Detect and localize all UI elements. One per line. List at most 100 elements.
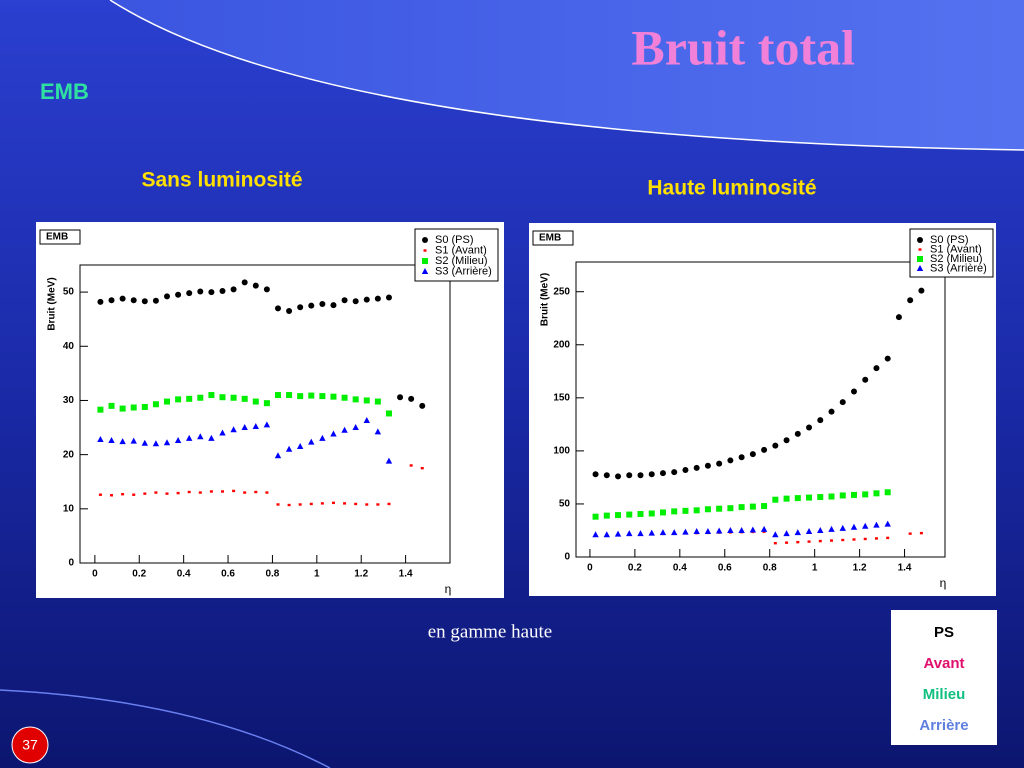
data-point bbox=[365, 503, 369, 506]
legend-marker bbox=[422, 258, 428, 264]
legend-label: S0 (PS) bbox=[930, 234, 969, 246]
y-tick-label: 0 bbox=[68, 558, 74, 569]
data-point bbox=[817, 526, 824, 533]
data-point bbox=[354, 502, 358, 506]
data-point bbox=[592, 531, 599, 538]
data-point bbox=[637, 530, 644, 537]
data-point bbox=[164, 293, 171, 300]
data-point bbox=[230, 286, 237, 293]
data-point bbox=[873, 521, 880, 528]
data-point bbox=[850, 523, 858, 530]
data-point bbox=[772, 531, 779, 538]
data-point bbox=[794, 430, 801, 437]
data-point bbox=[873, 490, 880, 497]
data-point bbox=[738, 504, 745, 511]
stat-box bbox=[39, 229, 81, 245]
data-point bbox=[682, 528, 689, 535]
data-point bbox=[918, 287, 925, 294]
data-point bbox=[230, 426, 237, 433]
data-point bbox=[308, 438, 315, 445]
data-point bbox=[141, 298, 148, 305]
data-point bbox=[241, 395, 248, 402]
data-point bbox=[828, 493, 835, 500]
data-point bbox=[805, 528, 813, 535]
data-point bbox=[285, 445, 293, 452]
data-point bbox=[785, 541, 789, 544]
x-tick-label: 0 bbox=[587, 563, 593, 574]
legend-label: S3 (Arrière) bbox=[930, 262, 987, 274]
data-point bbox=[319, 393, 326, 400]
data-point bbox=[187, 490, 191, 494]
data-point bbox=[749, 503, 756, 510]
data-point bbox=[97, 406, 104, 413]
data-point bbox=[308, 392, 315, 399]
data-point bbox=[603, 531, 610, 538]
data-point bbox=[397, 394, 404, 401]
legend-label: S3 (Arrière) bbox=[435, 265, 492, 277]
data-point bbox=[839, 524, 846, 531]
data-point bbox=[704, 462, 711, 469]
legend bbox=[909, 228, 994, 278]
data-point bbox=[704, 528, 712, 535]
data-point bbox=[309, 502, 313, 506]
data-point bbox=[374, 428, 382, 435]
legend-marker bbox=[918, 248, 922, 251]
data-point bbox=[693, 528, 700, 535]
data-point bbox=[374, 398, 381, 405]
data-point bbox=[796, 540, 800, 544]
data-point bbox=[772, 496, 779, 503]
data-point bbox=[286, 308, 293, 315]
data-point bbox=[352, 424, 359, 431]
data-point bbox=[265, 491, 269, 494]
legend-label: S1 (Avant) bbox=[930, 243, 982, 255]
stat-box-label: EMB bbox=[539, 233, 561, 244]
stat-box-label: EMB bbox=[46, 232, 68, 243]
y-axis-label: Bruit (MeV) bbox=[540, 273, 551, 326]
data-point bbox=[252, 422, 259, 429]
y-tick-label: 250 bbox=[553, 286, 570, 297]
data-point bbox=[263, 400, 270, 407]
data-point bbox=[141, 439, 149, 446]
data-point bbox=[263, 286, 270, 293]
slide-title: Bruit total bbox=[631, 19, 855, 75]
data-point bbox=[274, 452, 282, 459]
legend-entry: PS bbox=[934, 624, 954, 641]
data-point bbox=[385, 294, 392, 301]
x-tick-label: 1 bbox=[314, 569, 320, 580]
data-point bbox=[727, 526, 734, 533]
data-point bbox=[152, 401, 159, 408]
data-point bbox=[760, 525, 768, 532]
data-point bbox=[419, 402, 426, 409]
data-point bbox=[208, 392, 215, 399]
data-point bbox=[615, 473, 622, 480]
data-point bbox=[886, 536, 890, 540]
page-number: 37 bbox=[22, 737, 38, 753]
plot-area bbox=[575, 261, 946, 558]
data-point bbox=[197, 288, 204, 295]
data-point bbox=[850, 491, 857, 498]
page-badge bbox=[11, 726, 49, 764]
data-point bbox=[727, 457, 734, 464]
data-point bbox=[409, 464, 413, 467]
data-point bbox=[297, 393, 304, 400]
data-point bbox=[220, 490, 224, 493]
data-point bbox=[186, 290, 193, 297]
data-point bbox=[343, 502, 347, 505]
data-point bbox=[884, 355, 891, 362]
data-point bbox=[637, 511, 644, 518]
legend bbox=[414, 228, 499, 282]
data-point bbox=[592, 513, 599, 520]
legend-label: S0 (PS) bbox=[435, 234, 474, 246]
data-point bbox=[772, 442, 779, 449]
data-point bbox=[341, 394, 348, 401]
data-point bbox=[276, 503, 280, 506]
legend-marker bbox=[421, 268, 429, 274]
data-point bbox=[252, 398, 259, 405]
data-point bbox=[682, 466, 689, 473]
y-tick-label: 30 bbox=[63, 395, 75, 406]
legend-entry: Arrière bbox=[919, 717, 968, 734]
data-point bbox=[98, 493, 102, 496]
x-tick-label: 0.6 bbox=[221, 569, 235, 580]
data-point bbox=[873, 365, 880, 372]
